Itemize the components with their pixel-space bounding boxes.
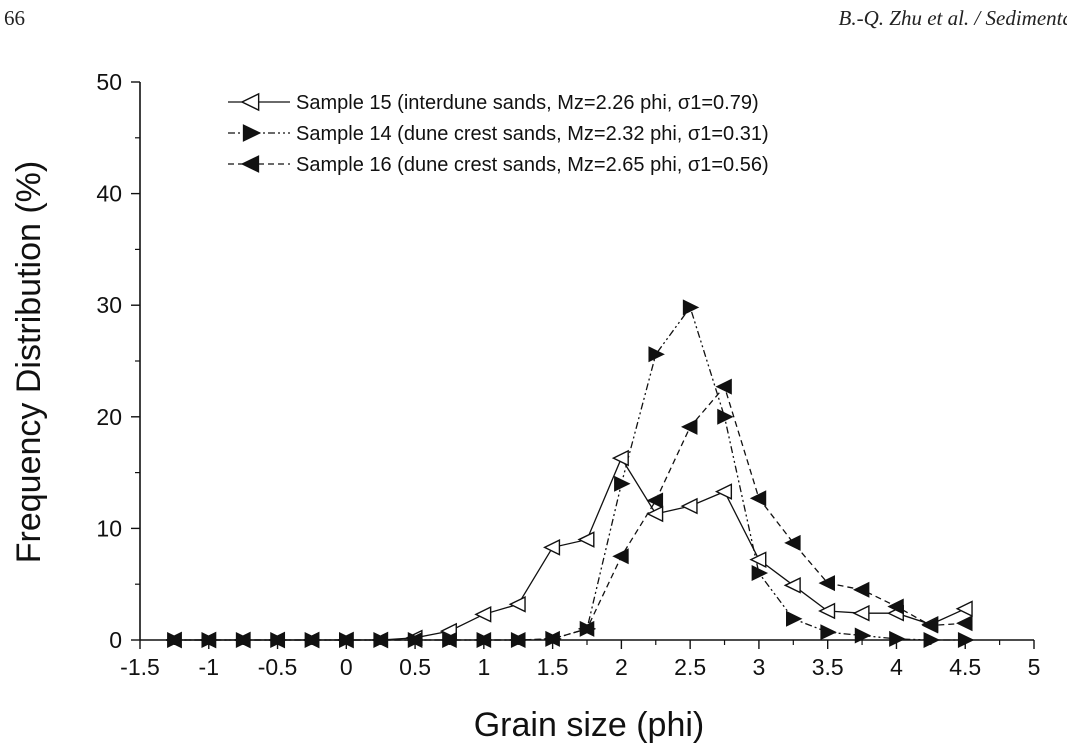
x-tick-label: 1 [477, 654, 490, 680]
data-point [818, 575, 835, 592]
x-tick-label: -1.5 [120, 654, 160, 680]
data-point [611, 449, 629, 467]
data-point [614, 475, 631, 492]
x-tick-label: 4 [890, 654, 903, 680]
series-line-3 [174, 385, 966, 641]
y-tick-label: 20 [96, 404, 122, 430]
data-point [646, 492, 664, 509]
x-tick-label: 2.5 [674, 654, 706, 680]
legend-marker [240, 155, 260, 173]
data-point [852, 581, 870, 598]
data-point [543, 539, 561, 556]
data-point [783, 576, 801, 594]
data-point [201, 632, 218, 648]
y-tick-label: 40 [96, 181, 122, 207]
data-point [648, 346, 665, 363]
data-point [786, 610, 803, 627]
data-point [474, 606, 492, 623]
series-line-1 [174, 456, 966, 641]
data-point [373, 632, 390, 648]
axes: -1.5 -1 -0.5 0 0.5 1 1.5 2 2.5 3 3.5 4 4.5 5010203040… [96, 69, 1040, 680]
data-point [717, 408, 734, 425]
page-number: 66 [4, 6, 25, 30]
y-axis-title: Frequency Distribution (%) [10, 161, 48, 563]
x-axis-title: Grain size (phi) [474, 706, 705, 744]
data-point [304, 632, 322, 648]
data-point [714, 483, 733, 500]
x-tick-label: 5 [1028, 654, 1041, 680]
legend-marker [242, 124, 262, 142]
data-point [715, 378, 732, 395]
legend-label: Sample 14 (dune crest sands, Mz=2.32 phi… [296, 123, 769, 145]
data-point [510, 632, 528, 648]
data-point [956, 615, 973, 632]
data-point [820, 624, 837, 641]
data-point [682, 299, 700, 316]
x-tick-label: 0 [340, 654, 353, 680]
data-point [442, 632, 459, 648]
x-tick-label: 0.5 [399, 654, 431, 680]
data-point [889, 630, 906, 647]
data-point [749, 490, 767, 507]
legend: Sample 15 (interdune sands, Mz=2.26 phi,… [228, 92, 769, 176]
data-point [508, 595, 526, 613]
data-point [854, 627, 872, 644]
y-tick-label: 0 [109, 627, 122, 653]
y-tick-label: 50 [96, 69, 122, 95]
data-point [957, 632, 975, 648]
legend-label: Sample 16 (dune crest sands, Mz=2.65 phi… [296, 154, 769, 176]
data-point [407, 632, 425, 648]
data-point [751, 565, 769, 582]
x-tick-label: -1 [199, 654, 219, 680]
series-lines [174, 305, 966, 641]
data-point [681, 418, 698, 435]
series-line-2 [174, 305, 966, 641]
x-tick-label: -0.5 [258, 654, 298, 680]
data-point [577, 531, 595, 548]
series-markers [164, 299, 975, 649]
data-point [235, 632, 253, 648]
data-point [646, 505, 664, 523]
x-tick-label: 4.5 [949, 654, 981, 680]
data-point [270, 632, 287, 648]
x-tick-label: 3.5 [812, 654, 844, 680]
data-point [749, 551, 767, 568]
data-point [167, 632, 184, 648]
running-head: B.-Q. Zhu et al. / Sedimenta [838, 6, 1067, 30]
data-point [887, 598, 904, 615]
data-point [852, 604, 870, 622]
x-tick-label: 2 [615, 654, 628, 680]
x-tick-label: 1.5 [537, 654, 569, 680]
data-point [818, 602, 836, 620]
data-point [680, 497, 698, 515]
data-point [784, 534, 801, 551]
data-point [476, 632, 493, 648]
data-point [545, 630, 562, 647]
data-point [921, 617, 939, 634]
data-point [579, 620, 597, 637]
data-point [955, 600, 973, 618]
legend-label: Sample 15 (interdune sands, Mz=2.26 phi,… [296, 92, 759, 114]
legend-marker [240, 92, 260, 112]
data-point [339, 632, 356, 648]
y-tick-label: 30 [96, 292, 122, 318]
x-tick-label: 3 [753, 654, 766, 680]
data-point [923, 632, 940, 648]
data-point [612, 548, 629, 565]
page-header: 66 B.-Q. Zhu et al. / Sedimenta [0, 0, 1067, 40]
y-tick-label: 10 [96, 515, 122, 541]
